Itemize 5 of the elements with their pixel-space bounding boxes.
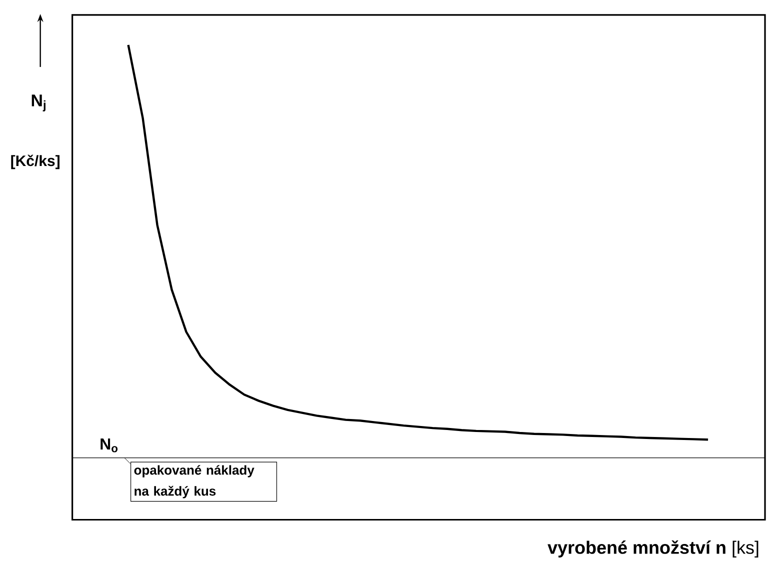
y-axis-title: N$_{j}$ <box>32 94 46 112</box>
x-axis-title: vyrobené množství n [ks] <box>548 540 758 558</box>
text: [Kč/ks] <box>11 154 60 170</box>
text: opakované náklady na každý kus <box>134 465 254 498</box>
ref-line-label: N$_{o}$ <box>100 438 118 452</box>
